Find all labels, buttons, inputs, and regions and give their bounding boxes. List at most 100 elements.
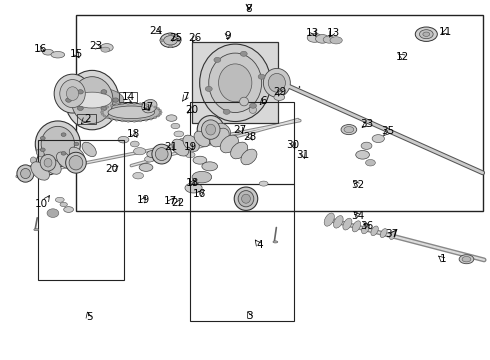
Circle shape <box>61 133 66 136</box>
Ellipse shape <box>51 51 65 58</box>
Ellipse shape <box>152 144 172 164</box>
Ellipse shape <box>147 150 159 158</box>
Ellipse shape <box>145 156 154 162</box>
Ellipse shape <box>238 191 254 207</box>
Ellipse shape <box>133 172 144 179</box>
Ellipse shape <box>361 142 372 149</box>
Text: 31: 31 <box>296 150 310 160</box>
Circle shape <box>205 86 212 91</box>
Ellipse shape <box>334 216 343 228</box>
Ellipse shape <box>100 44 113 51</box>
Text: 2: 2 <box>84 114 91 124</box>
Bar <box>119 92 137 102</box>
Circle shape <box>77 106 83 111</box>
Text: 26: 26 <box>188 33 202 43</box>
Circle shape <box>169 45 172 48</box>
Ellipse shape <box>372 135 384 143</box>
Ellipse shape <box>56 152 73 168</box>
Text: 5: 5 <box>86 312 93 322</box>
Circle shape <box>145 103 147 105</box>
Circle shape <box>77 90 83 94</box>
Ellipse shape <box>371 226 378 236</box>
Ellipse shape <box>142 99 157 113</box>
Ellipse shape <box>194 131 210 147</box>
Circle shape <box>115 119 118 121</box>
Circle shape <box>139 120 142 122</box>
Circle shape <box>100 111 103 113</box>
Ellipse shape <box>43 49 53 55</box>
Text: 13: 13 <box>326 28 340 38</box>
Ellipse shape <box>133 148 146 155</box>
Ellipse shape <box>366 159 375 166</box>
Text: 10: 10 <box>35 199 48 210</box>
Ellipse shape <box>36 149 44 157</box>
Text: 23: 23 <box>89 41 102 51</box>
Circle shape <box>106 106 109 108</box>
Ellipse shape <box>362 224 369 234</box>
Bar <box>190 102 294 184</box>
Ellipse shape <box>209 53 262 112</box>
Ellipse shape <box>216 123 231 138</box>
Circle shape <box>149 104 152 107</box>
Text: 27: 27 <box>233 125 247 135</box>
Circle shape <box>47 209 59 217</box>
Ellipse shape <box>60 202 68 207</box>
Circle shape <box>157 108 160 110</box>
Text: 15: 15 <box>69 49 83 59</box>
Text: 17: 17 <box>164 196 177 206</box>
Ellipse shape <box>193 156 207 164</box>
Ellipse shape <box>108 106 155 119</box>
Ellipse shape <box>17 165 34 182</box>
Ellipse shape <box>101 47 110 52</box>
Ellipse shape <box>323 36 336 43</box>
Ellipse shape <box>31 162 49 180</box>
Ellipse shape <box>316 35 329 43</box>
Ellipse shape <box>185 152 195 158</box>
Ellipse shape <box>242 194 250 203</box>
Ellipse shape <box>66 152 86 173</box>
Text: 18: 18 <box>126 129 140 139</box>
Text: 37: 37 <box>385 229 399 239</box>
Circle shape <box>101 109 104 112</box>
Text: 11: 11 <box>439 27 453 37</box>
Ellipse shape <box>459 255 474 264</box>
Circle shape <box>127 102 130 104</box>
Text: 20: 20 <box>186 105 198 115</box>
Ellipse shape <box>462 256 471 262</box>
Ellipse shape <box>65 71 119 130</box>
Ellipse shape <box>183 135 199 152</box>
Text: 35: 35 <box>381 126 395 136</box>
Circle shape <box>115 103 118 105</box>
Ellipse shape <box>199 44 270 122</box>
Text: 6: 6 <box>260 96 267 106</box>
Ellipse shape <box>130 141 139 147</box>
Ellipse shape <box>352 221 361 232</box>
Ellipse shape <box>35 121 80 167</box>
Circle shape <box>110 104 113 107</box>
Circle shape <box>177 39 181 42</box>
Text: 19: 19 <box>136 195 150 205</box>
Circle shape <box>40 136 45 140</box>
Text: 21: 21 <box>164 142 177 152</box>
Circle shape <box>169 33 172 36</box>
Circle shape <box>101 106 107 111</box>
Text: 16: 16 <box>33 44 47 54</box>
Ellipse shape <box>231 142 247 159</box>
Ellipse shape <box>324 213 334 226</box>
Text: 33: 33 <box>360 119 373 129</box>
Ellipse shape <box>69 147 85 162</box>
Ellipse shape <box>172 139 189 156</box>
Circle shape <box>223 109 230 114</box>
Ellipse shape <box>72 77 113 123</box>
Ellipse shape <box>160 33 181 48</box>
Ellipse shape <box>118 136 129 143</box>
Ellipse shape <box>356 150 369 159</box>
Text: 12: 12 <box>396 52 410 62</box>
Ellipse shape <box>423 32 430 36</box>
Circle shape <box>240 51 247 56</box>
Ellipse shape <box>210 128 229 147</box>
Ellipse shape <box>82 142 96 157</box>
Ellipse shape <box>60 80 85 108</box>
Ellipse shape <box>64 207 74 212</box>
Text: 30: 30 <box>287 140 299 150</box>
